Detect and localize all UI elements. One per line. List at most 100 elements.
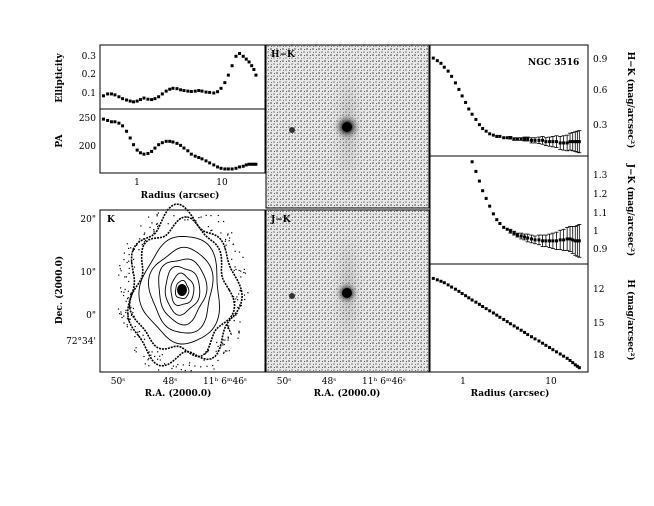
data-point xyxy=(477,123,481,127)
noise-speck xyxy=(161,354,163,356)
k-xtick-1: 48ˢ xyxy=(163,377,177,387)
data-point xyxy=(117,121,121,125)
noise-speck xyxy=(151,351,153,353)
k-ytick-3: 72°34' xyxy=(66,337,96,347)
data-point xyxy=(244,163,248,167)
noise-speck xyxy=(124,288,126,291)
noise-speck xyxy=(184,369,186,372)
data-point xyxy=(495,134,499,138)
noise-speck xyxy=(229,237,231,239)
data-point xyxy=(502,317,506,321)
noise-speck xyxy=(238,251,241,253)
noise-speck xyxy=(244,298,246,301)
noise-speck xyxy=(126,243,128,245)
noise-speck xyxy=(129,293,132,296)
noise-speck xyxy=(119,313,121,315)
data-point xyxy=(109,92,113,96)
noise-speck xyxy=(118,274,120,276)
k-ytick-2: 0" xyxy=(86,311,96,321)
data-point xyxy=(168,139,172,143)
k-xtick-2: 11ʰ 6ᵐ46ˢ xyxy=(203,377,247,387)
data-point xyxy=(477,179,481,183)
data-point xyxy=(575,239,579,243)
noise-speck xyxy=(153,229,155,231)
data-point xyxy=(135,148,139,152)
noise-speck xyxy=(223,352,225,354)
noise-speck xyxy=(138,240,140,242)
data-point xyxy=(200,89,204,93)
noise-speck xyxy=(132,307,134,310)
h-profile-frame xyxy=(429,263,589,373)
hk-profile-tick-2: 0.3 xyxy=(593,121,608,131)
data-point xyxy=(460,292,464,296)
noise-speck xyxy=(128,267,130,269)
data-point xyxy=(171,86,175,90)
noise-speck xyxy=(207,226,209,228)
h-profile-tick-2: 18 xyxy=(593,351,605,361)
data-point xyxy=(182,89,186,93)
noise-speck xyxy=(151,222,153,224)
noise-speck xyxy=(125,311,127,314)
data-point xyxy=(230,167,234,171)
data-point xyxy=(439,279,443,283)
h-profile-tick-0: 12 xyxy=(593,285,604,295)
hk-profile-tick-0: 0.9 xyxy=(593,55,608,65)
data-point xyxy=(530,138,534,142)
noise-speck xyxy=(194,365,196,367)
data-point xyxy=(530,237,534,241)
data-point xyxy=(541,138,545,142)
isophote-contour xyxy=(170,272,195,306)
hk-panel-label: H−K xyxy=(271,50,296,60)
noise-speck xyxy=(223,343,225,346)
data-point xyxy=(481,304,485,308)
jk-nucleus-core xyxy=(342,288,352,298)
data-point xyxy=(121,97,125,101)
noise-speck xyxy=(215,350,217,352)
hk-nucleus-core xyxy=(342,122,352,132)
noise-speck xyxy=(126,324,128,326)
data-point xyxy=(498,134,502,138)
noise-speck xyxy=(123,291,125,293)
data-point xyxy=(157,143,161,147)
jk-xlabel: R.A. (2000.0) xyxy=(314,388,381,399)
noise-speck xyxy=(227,336,229,338)
data-point xyxy=(571,238,575,242)
noise-speck xyxy=(217,214,219,217)
data-point xyxy=(571,361,575,365)
noise-speck xyxy=(222,342,224,344)
noise-speck xyxy=(130,329,132,331)
noise-speck xyxy=(203,359,205,361)
data-point xyxy=(106,118,110,122)
data-point xyxy=(250,162,254,166)
data-point xyxy=(212,163,216,167)
data-point xyxy=(226,167,230,171)
data-point xyxy=(135,99,139,103)
noise-speck xyxy=(130,314,133,316)
noise-speck xyxy=(143,243,145,245)
data-point xyxy=(568,358,572,362)
data-point xyxy=(558,141,562,145)
data-point xyxy=(160,141,164,145)
jk-profile-tick-1: 1.2 xyxy=(593,190,607,200)
noise-speck xyxy=(230,268,232,270)
data-point xyxy=(138,151,142,155)
noise-speck xyxy=(212,233,214,235)
data-point xyxy=(519,137,523,141)
noise-speck xyxy=(153,230,155,232)
hk-profile-panel: NGC 3516 0.9 0.6 0.3 H−K (mag/arcsec²) xyxy=(429,44,636,157)
data-point xyxy=(526,333,530,337)
noise-speck xyxy=(233,320,235,322)
noise-speck xyxy=(140,338,142,340)
noise-speck xyxy=(141,243,143,246)
pa-ylabel: PA xyxy=(55,133,65,147)
data-point xyxy=(523,137,527,141)
data-point xyxy=(554,239,558,243)
noise-speck xyxy=(132,249,134,251)
data-point xyxy=(442,65,446,69)
noise-speck xyxy=(119,265,121,267)
data-point xyxy=(541,239,545,243)
noise-speck xyxy=(130,306,132,308)
data-point xyxy=(457,87,461,91)
data-point xyxy=(208,161,212,165)
noise-speck xyxy=(120,311,122,313)
